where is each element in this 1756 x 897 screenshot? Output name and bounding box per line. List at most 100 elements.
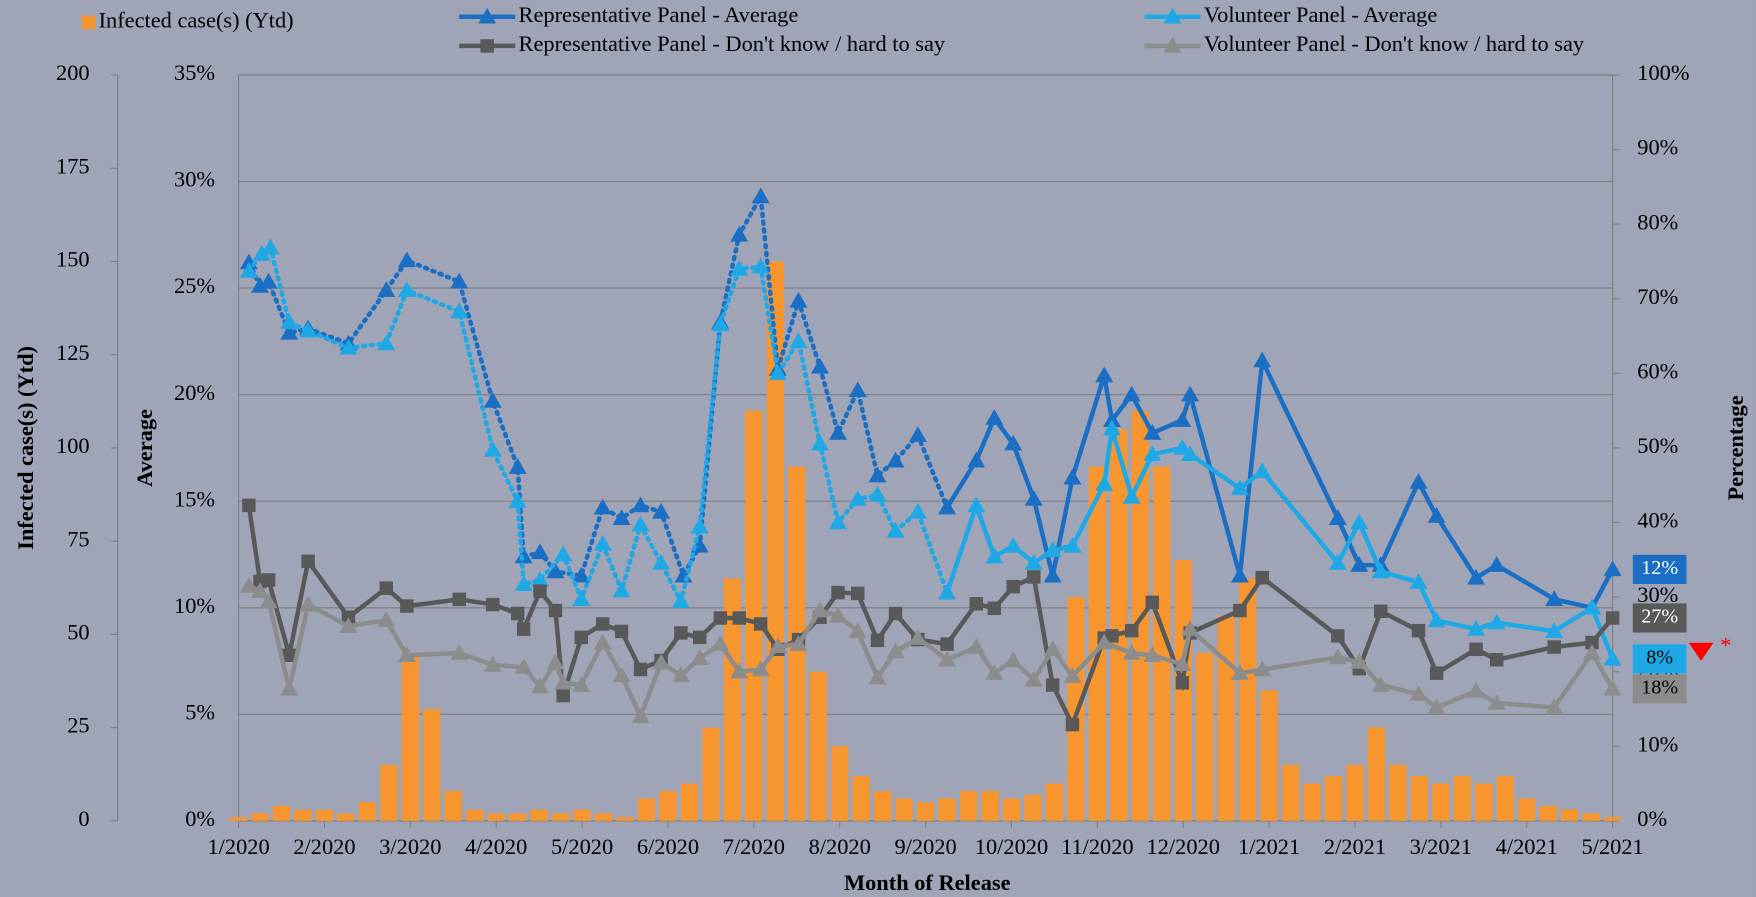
marker <box>1583 644 1601 660</box>
marker <box>908 629 927 645</box>
bar <box>1453 776 1471 821</box>
series-line <box>246 505 1615 731</box>
marker <box>1145 595 1160 610</box>
y-tick-label: 175 <box>56 153 90 178</box>
marker <box>671 666 690 683</box>
marker <box>711 315 730 332</box>
end-label: 18% <box>1641 676 1678 698</box>
marker <box>693 630 707 645</box>
bar <box>315 809 334 821</box>
bar <box>831 746 849 821</box>
marker <box>1004 434 1023 451</box>
x-tick-label: 3/2021 <box>1410 834 1472 859</box>
marker <box>1043 640 1062 657</box>
marker <box>546 653 565 670</box>
marker <box>768 364 787 381</box>
bar <box>509 813 527 821</box>
legend-label: Volunteer Panel - Average <box>1204 2 1437 27</box>
bar <box>1217 615 1235 821</box>
marker <box>593 534 612 551</box>
y-tick-label: 125 <box>56 340 90 365</box>
x-tick-label: 5/2021 <box>1582 834 1644 859</box>
marker <box>1331 629 1345 643</box>
bar <box>1346 764 1364 821</box>
marker <box>280 679 299 696</box>
marker <box>1043 566 1062 583</box>
marker <box>593 633 612 650</box>
marker <box>848 622 867 639</box>
x-tick-label: 1/2020 <box>207 834 269 859</box>
x-tick-label: 4/2021 <box>1496 834 1558 859</box>
bar <box>1496 776 1514 821</box>
marker <box>1063 468 1082 485</box>
marker <box>259 272 278 289</box>
bar <box>573 809 591 821</box>
marker <box>572 590 591 606</box>
marker <box>397 646 416 662</box>
marker <box>1545 698 1564 715</box>
bar <box>1303 783 1321 821</box>
marker <box>967 638 986 654</box>
marker <box>483 392 502 408</box>
x-axis-title: Month of Release <box>844 870 1011 895</box>
bar <box>552 813 570 821</box>
marker <box>652 653 671 670</box>
end-label-box <box>1632 603 1687 633</box>
bar <box>959 791 978 821</box>
marker <box>1143 646 1162 662</box>
marker <box>1489 653 1504 667</box>
marker <box>938 583 957 600</box>
bar <box>1088 466 1106 821</box>
marker <box>483 656 502 672</box>
marker <box>1063 667 1082 683</box>
bar <box>1196 653 1214 821</box>
marker <box>339 338 358 355</box>
marker <box>514 658 533 674</box>
marker <box>242 498 256 513</box>
marker <box>671 592 690 609</box>
marker <box>969 597 983 611</box>
y3-axis-title: Average <box>132 409 157 487</box>
legend-marker <box>480 39 494 53</box>
marker <box>1371 676 1390 692</box>
marker <box>251 582 269 598</box>
marker <box>1371 562 1390 579</box>
marker <box>690 517 709 534</box>
marker <box>612 581 631 598</box>
end-label-box <box>1632 674 1687 704</box>
marker <box>486 597 500 612</box>
marker <box>908 426 927 442</box>
marker <box>301 554 315 569</box>
marker <box>252 245 271 261</box>
bar <box>809 671 827 821</box>
marker <box>1350 556 1369 572</box>
marker <box>1487 694 1506 710</box>
marker <box>377 611 396 627</box>
end-label-box <box>1632 554 1687 584</box>
marker <box>1469 642 1483 657</box>
bar <box>1432 783 1450 821</box>
marker <box>280 313 299 329</box>
bar <box>444 791 462 821</box>
marker <box>1429 666 1444 680</box>
marker <box>554 673 573 690</box>
bar <box>981 791 999 821</box>
marker <box>631 515 650 532</box>
marker <box>1253 351 1272 368</box>
marker <box>652 502 671 519</box>
marker <box>593 498 612 515</box>
marker <box>1105 629 1119 643</box>
marker <box>1095 366 1114 383</box>
marker <box>1427 611 1446 628</box>
marker <box>1173 438 1192 455</box>
bar <box>1389 764 1407 821</box>
y2-tick-label: 40% <box>1637 508 1678 533</box>
y-tick-label: 50 <box>67 620 89 645</box>
bar <box>1110 429 1128 821</box>
marker <box>1095 475 1114 491</box>
marker <box>886 642 905 659</box>
y2-tick-label: 50% <box>1637 433 1678 458</box>
y-tick-label: 0 <box>78 806 89 831</box>
marker <box>450 302 469 319</box>
